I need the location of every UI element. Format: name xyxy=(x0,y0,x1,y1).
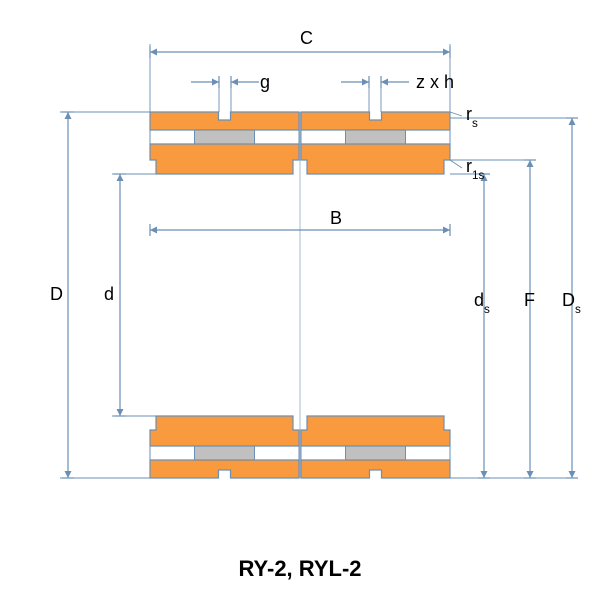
diagram-svg: DdCgz x hBdsFDsrsr1s xyxy=(0,0,600,600)
svg-text:g: g xyxy=(260,72,270,92)
svg-text:ds: ds xyxy=(474,290,490,316)
svg-text:D: D xyxy=(50,284,63,304)
diagram-title: RY-2, RYL-2 xyxy=(0,556,600,582)
svg-text:C: C xyxy=(300,28,313,48)
svg-text:rs: rs xyxy=(466,104,478,130)
svg-text:z x h: z x h xyxy=(416,72,454,92)
bearing-diagram: DdCgz x hBdsFDsrsr1s RY-2, RYL-2 xyxy=(0,0,600,600)
svg-text:d: d xyxy=(104,284,114,304)
svg-text:B: B xyxy=(330,208,342,228)
svg-text:F: F xyxy=(524,290,535,310)
